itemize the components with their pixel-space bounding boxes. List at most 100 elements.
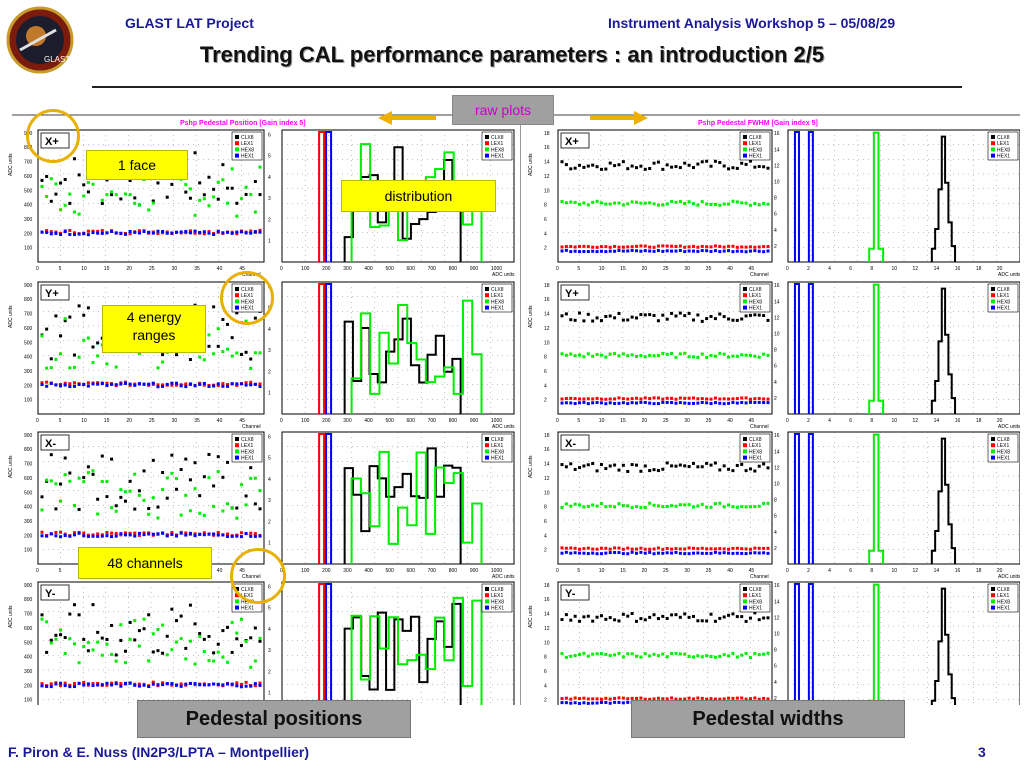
data-point [202,513,206,517]
legend-label: LEX1 [997,593,1009,599]
data-point [244,494,248,498]
data-point [207,683,211,687]
data-point [709,249,713,253]
data-point [586,352,590,356]
data-point [621,160,625,164]
data-point [573,397,577,401]
data-point [639,397,643,401]
legend-swatch [743,587,747,591]
data-point [170,607,174,611]
data-point [578,551,582,555]
data-point [727,401,731,405]
data-point [216,470,220,474]
data-point [63,230,67,234]
y-tick-label: 14 [544,462,550,468]
y-tick-label: 6 [544,217,547,223]
x-tick-label: 35 [706,266,712,272]
y-tick-label: 600 [24,326,33,332]
data-point [91,345,95,349]
data-point [713,354,717,358]
legend-swatch [991,599,995,604]
data-point [748,551,752,555]
data-point [230,534,234,538]
data-point [744,314,748,318]
data-point [661,652,665,656]
data-point [212,659,216,663]
data-point [608,161,612,165]
legend-swatch [485,293,489,298]
data-point [86,649,90,653]
data-point [133,230,137,234]
y-tick-label: 6 [268,434,271,440]
data-point [762,245,766,249]
y-tick-label: 100 [24,398,33,404]
data-point [700,400,704,404]
data-point [216,383,220,387]
data-point [731,318,735,322]
data-point [670,249,674,253]
data-point [258,382,262,386]
data-point [63,473,67,477]
y-tick-label: 500 [24,490,33,496]
data-point [678,352,682,356]
histogram-series [350,596,483,705]
data-point [643,244,647,248]
data-point [652,402,656,406]
data-point [235,351,239,355]
data-point [595,401,599,405]
data-point [128,637,132,641]
x-tick-label: 10 [599,568,605,574]
data-point [86,682,90,686]
data-point [147,512,151,516]
data-point [670,401,674,405]
data-point [635,654,639,658]
data-point [731,551,735,555]
data-point [560,397,564,401]
data-point [560,401,564,405]
data-point [613,316,617,320]
data-point [105,683,109,687]
data-point [678,551,682,555]
data-point [573,502,577,506]
x-tick-label: 25 [663,568,669,574]
data-point [560,314,564,318]
data-point [639,469,643,473]
data-point [727,503,731,507]
data-point [253,682,257,686]
data-point [198,632,202,636]
data-point [123,490,127,494]
lex1-spike [807,433,814,564]
data-point [147,507,151,511]
histogram-series [930,287,957,414]
data-point [249,636,253,640]
data-point [230,682,234,686]
data-point [748,353,752,357]
data-point [253,230,257,234]
data-point [722,397,726,401]
data-point [216,327,220,331]
data-point [591,200,595,204]
data-point [713,655,717,659]
y-axis-label: ADC units [8,605,14,628]
data-point [727,355,731,359]
data-point [119,532,123,536]
data-point [748,203,752,207]
data-point [77,507,81,511]
data-point [179,684,183,688]
y-tick-label: 5 [268,154,271,160]
data-point [753,505,757,509]
histogram-series [868,131,885,262]
data-point [674,244,678,248]
x-tick-label: 30 [684,568,690,574]
data-point [72,365,76,369]
data-point [54,534,58,538]
data-point [59,633,63,637]
data-point [105,531,109,535]
x-axis-label: Channel [750,272,769,278]
data-point [244,532,248,536]
data-point [599,167,603,171]
data-point [652,249,656,253]
data-point [77,355,81,359]
y-tick-label: 16 [544,145,550,151]
y-tick-label: 14 [774,147,780,153]
